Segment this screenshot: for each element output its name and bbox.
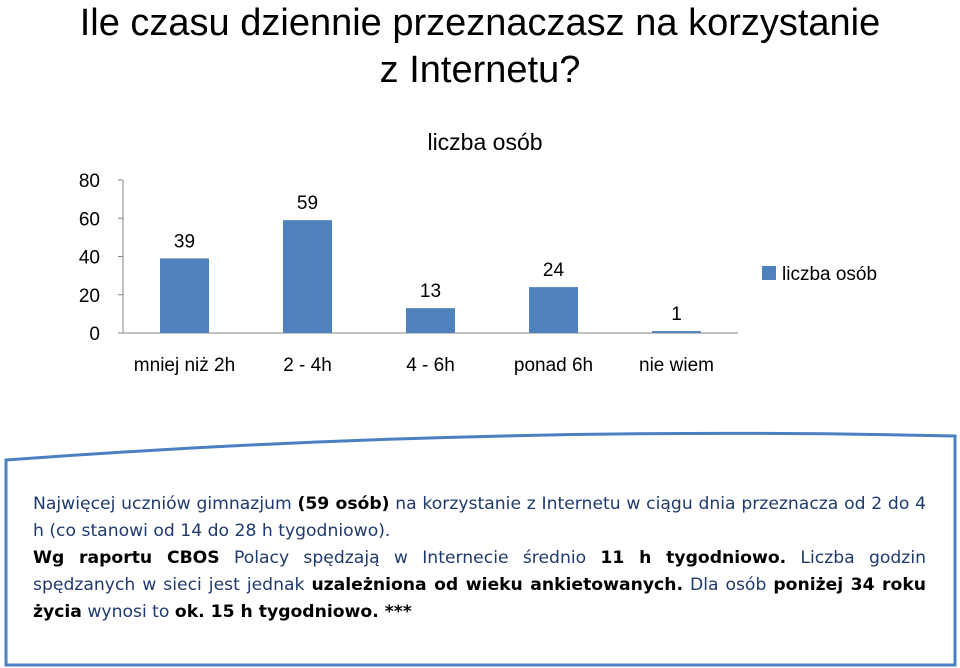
legend-swatch [762,266,776,280]
y-tick-label: 80 [79,171,100,192]
bar [652,331,701,333]
chart-title: liczba osób [427,129,542,155]
data-label: 39 [174,231,195,252]
note-text-span: Najwięcej uczniów gimnazjum [33,494,298,514]
y-axis: 0 20 40 60 80 [79,171,738,345]
note-paragraph-2: Wg raportu CBOS Polacy spędzają w Intern… [33,545,926,626]
note-emphasis: Wg raportu CBOS [33,548,220,568]
note-emphasis: poniżej 34 roku życia [33,575,926,622]
note-text-span: Dla osób [682,575,774,595]
data-labels: 39 59 13 24 1 [174,193,682,325]
note-emphasis: ok. 15 h tygodniowo. *** [174,602,412,622]
note-panel-shape [4,431,957,667]
note-emphasis: (59 osób) [297,494,390,514]
slide-title-line-2: z Internetu? [379,49,581,91]
bar [160,258,209,333]
note-text: Najwięcej uczniów gimnazjum (59 osób) na… [33,491,926,626]
note-text-span: wynosi to [81,602,175,622]
data-label: 1 [671,304,682,325]
y-tick-label: 20 [79,286,100,307]
note-emphasis: 11 h tygodniowo. [600,548,787,568]
data-label: 24 [543,260,565,281]
data-label: 13 [420,281,441,302]
note-text-span: Polacy spędzają w Internecie średnio [219,548,601,568]
y-tick-label: 60 [79,209,100,230]
x-tick-label: 4 - 6h [406,355,455,376]
bar-chart: liczba osób 0 20 40 60 80 39 59 13 24 1 mniej ni… [79,129,877,376]
slide-title-line-1: Ile czasu dziennie przeznaczasz na korzy… [79,2,881,44]
note-text-span: Liczba godzin spędzanych w sieci jest je… [33,548,926,595]
note-panel [4,431,957,667]
bar [283,220,332,333]
y-tick-label: 40 [79,248,100,269]
note-paragraph-1: Najwięcej uczniów gimnazjum (59 osób) na… [33,491,926,545]
legend-label: liczba osób [782,264,877,285]
x-tick-label: ponad 6h [514,355,593,376]
x-tick-label: nie wiem [639,355,714,376]
x-tick-label: mniej niż 2h [134,355,235,376]
bar [406,308,455,333]
note-text-span: na korzystanie z Internetu w ciągu dnia … [33,494,927,541]
x-tick-label: 2 - 4h [283,355,332,376]
x-axis-labels: mniej niż 2h 2 - 4h 4 - 6h ponad 6h nie wiem [134,355,714,376]
slide-title: Ile czasu dziennie przeznaczasz na korzy… [0,0,960,94]
data-label: 59 [297,193,318,214]
note-emphasis: uzależniona od wieku ankietowanych. [311,575,683,595]
bars [160,220,701,333]
y-tick-label: 0 [89,324,100,345]
bar [529,287,578,333]
legend: liczba osób [762,264,877,285]
